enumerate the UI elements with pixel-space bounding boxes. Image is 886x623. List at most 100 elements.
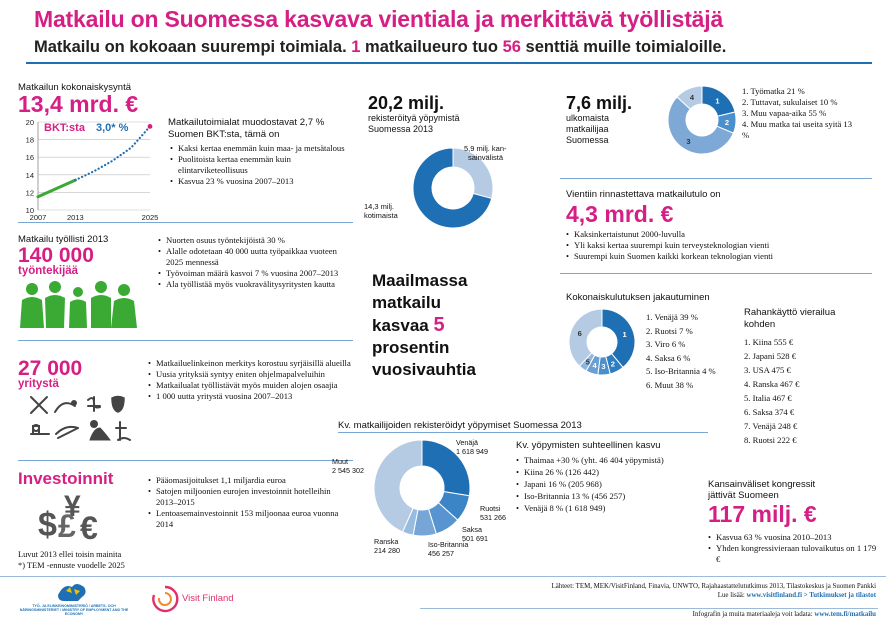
travellers-legend-item: 3. Muu vapaa-aika 55 % <box>742 108 827 118</box>
foreign-slice-value: 1 618 949 <box>456 447 488 456</box>
sources-block: Lähteet: TEM, MEK/VisitFinland, Finavia,… <box>420 583 876 600</box>
travellers-value: 7,6 milj. <box>566 93 633 113</box>
world-line: prosentin <box>372 338 450 357</box>
congress-bullets: Kasvua 63 % vuosina 2010–2013 Yhden kong… <box>708 532 878 565</box>
lion-emblem-icon <box>58 584 86 601</box>
export-bullet: Kaksinkertaistunut 2000-luvulla <box>566 229 866 240</box>
donut-slice <box>676 85 703 110</box>
companies-bullet: Matkailualat työllistävät myös muiden al… <box>148 380 353 391</box>
relative-growth-bullet: Iso-Britannia 13 % (456 257) <box>516 490 696 502</box>
donut-slice-label: 3 <box>601 362 605 371</box>
nights-donut-chart: 5,9 milj. kan- sainvälistä 14,3 milj. ko… <box>364 144 507 229</box>
companies-value: 27 000 <box>18 357 83 380</box>
export-label: Vientiin rinnastettava matkailutulo on <box>566 189 721 200</box>
y-tick-label: 12 <box>26 188 34 197</box>
relative-growth-label: Kv. yöpymisten suhteellinen kasvu <box>516 440 661 451</box>
page-subtitle: Matkailu on kokoaan suurempi toimiala. 1… <box>34 38 726 57</box>
donut-slice-label: 5 <box>586 357 590 366</box>
spending-legend-item: 3. Viro 6 % <box>646 339 686 350</box>
spending-legend-item: 6. Muut 38 % <box>646 379 694 390</box>
donut-slice-label: 1 <box>622 330 626 339</box>
spending-label: Kokonaiskulutuksen jakautuminen <box>566 292 710 303</box>
world-line: vuosivauhtia <box>372 360 476 379</box>
read-more-line: Lue lisää: www.visitfinland.fi > Tutkimu… <box>420 592 876 601</box>
donut-slice-label: 3 <box>686 137 690 146</box>
employment-unit: työntekijää <box>18 265 79 277</box>
nights-label: rekisteröityä yöpymistä Suomessa 2013 <box>368 113 460 134</box>
export-bullet: Yli kaksi kertaa suurempi kuin terveyste… <box>566 240 866 251</box>
companies-bullet: Matkailuelinkeinon merkitys korostuu syr… <box>148 358 353 369</box>
spending-legend: 1. Venäjä 39 % 2. Ruotsi 7 % 3. Viro 6 %… <box>646 311 736 393</box>
section-divider <box>338 432 708 433</box>
page-title: Matkailu on Suomessa kasvava vientiala j… <box>34 6 724 32</box>
per-visitor-item: 2. Japani 528 € <box>744 351 797 361</box>
footer-inner-divider <box>420 608 878 609</box>
relative-growth-bullet: Japani 16 % (205 968) <box>516 478 696 490</box>
companies-bullet: 1 000 uutta yritystä vuosina 2007–2013 <box>148 391 353 402</box>
y-tick-label: 18 <box>26 136 34 145</box>
demand-x-ticks: 2007 2013 2025 <box>30 213 159 222</box>
gdp-share-value: 3,0* % <box>96 122 129 134</box>
demand-line-chart: 10 12 14 16 18 20 2007 2013 2025 BKT:sta 3,0* % <box>26 118 159 222</box>
travellers-donut: 1 2 3 4 <box>667 85 737 155</box>
travellers-legend-item: 2. Tuttavat, sukulaiset 10 % <box>742 97 838 107</box>
read-more-link[interactable]: www.visitfinland.fi > Tutkimukset ja til… <box>746 591 876 599</box>
donut-slice <box>412 147 493 229</box>
per-visitor-item: 5. Italia 467 € <box>744 393 792 403</box>
export-value: 4,3 mrd. € <box>566 201 674 227</box>
investments-label: Investoinnit <box>18 469 114 488</box>
foreign-slice-name: Venäjä <box>456 438 478 447</box>
read-more-label: Lue lisää: <box>717 591 745 599</box>
employment-bullet: Alalle odotetaan 40 000 uutta työpaikkaa… <box>158 246 353 268</box>
spending-legend-item: 5. Iso-Britannia 4 % <box>646 366 716 377</box>
nights-dom-label-2: kotimaista <box>364 211 399 220</box>
foreign-slice-name: Saksa <box>462 525 482 534</box>
per-visitor-label: Rahankäyttö vierailua kohden <box>744 307 836 330</box>
congress-value: 117 milj. € <box>708 501 817 527</box>
per-visitor-list: 1. Kiina 555 € 2. Japani 528 € 3. USA 47… <box>744 335 844 447</box>
spending-legend-item: 4. Saksa 6 % <box>646 352 691 363</box>
section-divider <box>18 340 353 341</box>
forecast-end-marker <box>147 124 153 129</box>
spending-legend-item: 2. Ruotsi 7 % <box>646 325 693 336</box>
demand-value: 13,4 mrd. € <box>18 91 139 117</box>
foreign-slice-value: 2 545 302 <box>332 466 364 475</box>
activity-icons <box>30 395 131 441</box>
subtitle-number-2: 56 <box>502 38 521 56</box>
demand-series <box>36 124 153 199</box>
investments-bullet: Pääomasijoitukset 1,1 miljardia euroa <box>148 475 353 486</box>
travellers-legend-item: 4. Muu matka tai useita syitä 13 % <box>742 119 853 140</box>
foreign-slice-name: Muut <box>332 457 348 466</box>
demand-y-ticks: 10 12 14 16 18 20 <box>26 118 34 215</box>
investments-bullets: Pääomasijoitukset 1,1 miljardia euroa Sa… <box>148 475 353 530</box>
nights-intl-label-1: 5,9 milj. kan- <box>464 144 507 153</box>
world-line: matkailu <box>372 293 441 312</box>
visitfinland-wordmark: Visit Finland <box>182 593 234 604</box>
download-link[interactable]: www.tem.fi/matkailu <box>814 611 876 618</box>
demand-heading: Matkailutoimialat muodostavat 2,7 % Suom… <box>168 117 325 140</box>
donut-slice-label: 1 <box>715 96 719 105</box>
demand-bullet: Kaksi kertaa enemmän kuin maa- ja metsät… <box>170 143 355 154</box>
section-divider <box>18 222 353 223</box>
nights-dom-label-1: 14,3 milj. <box>364 202 394 211</box>
donut-slice-label: 4 <box>690 93 695 102</box>
x-tick-label: 2013 <box>67 213 84 222</box>
congress-bullet: Kasvua 63 % vuosina 2010–2013 <box>708 532 878 543</box>
export-bullets: Kaksinkertaistunut 2000-luvulla Yli kaks… <box>566 229 866 262</box>
congress-bullet: Yhden kongressivieraan tulovaikutus on 1… <box>708 543 878 565</box>
companies-unit: yritystä <box>18 378 59 390</box>
demand-bullet: Kasvua 23 % vuosina 2007–2013 <box>170 176 355 187</box>
travellers-donut-chart: 1 2 3 4 <box>667 85 737 155</box>
gdp-share-label: BKT:sta <box>44 122 86 134</box>
header-divider <box>26 62 872 64</box>
foreign-nights-label: Kv. matkailijoiden rekisteröidyt yöpymis… <box>338 420 582 431</box>
demand-label: Matkailun kokonaiskysyntä <box>18 82 131 93</box>
donut-slice <box>373 439 423 533</box>
congress-label: Kansainväliset kongressit jättivät Suome… <box>708 479 816 501</box>
world-growth-number: 5 <box>433 314 445 336</box>
employment-value: 140 000 <box>18 244 94 267</box>
travellers-legend-item: 1. Työmatka 21 % <box>742 86 805 96</box>
people-icon <box>20 281 137 328</box>
